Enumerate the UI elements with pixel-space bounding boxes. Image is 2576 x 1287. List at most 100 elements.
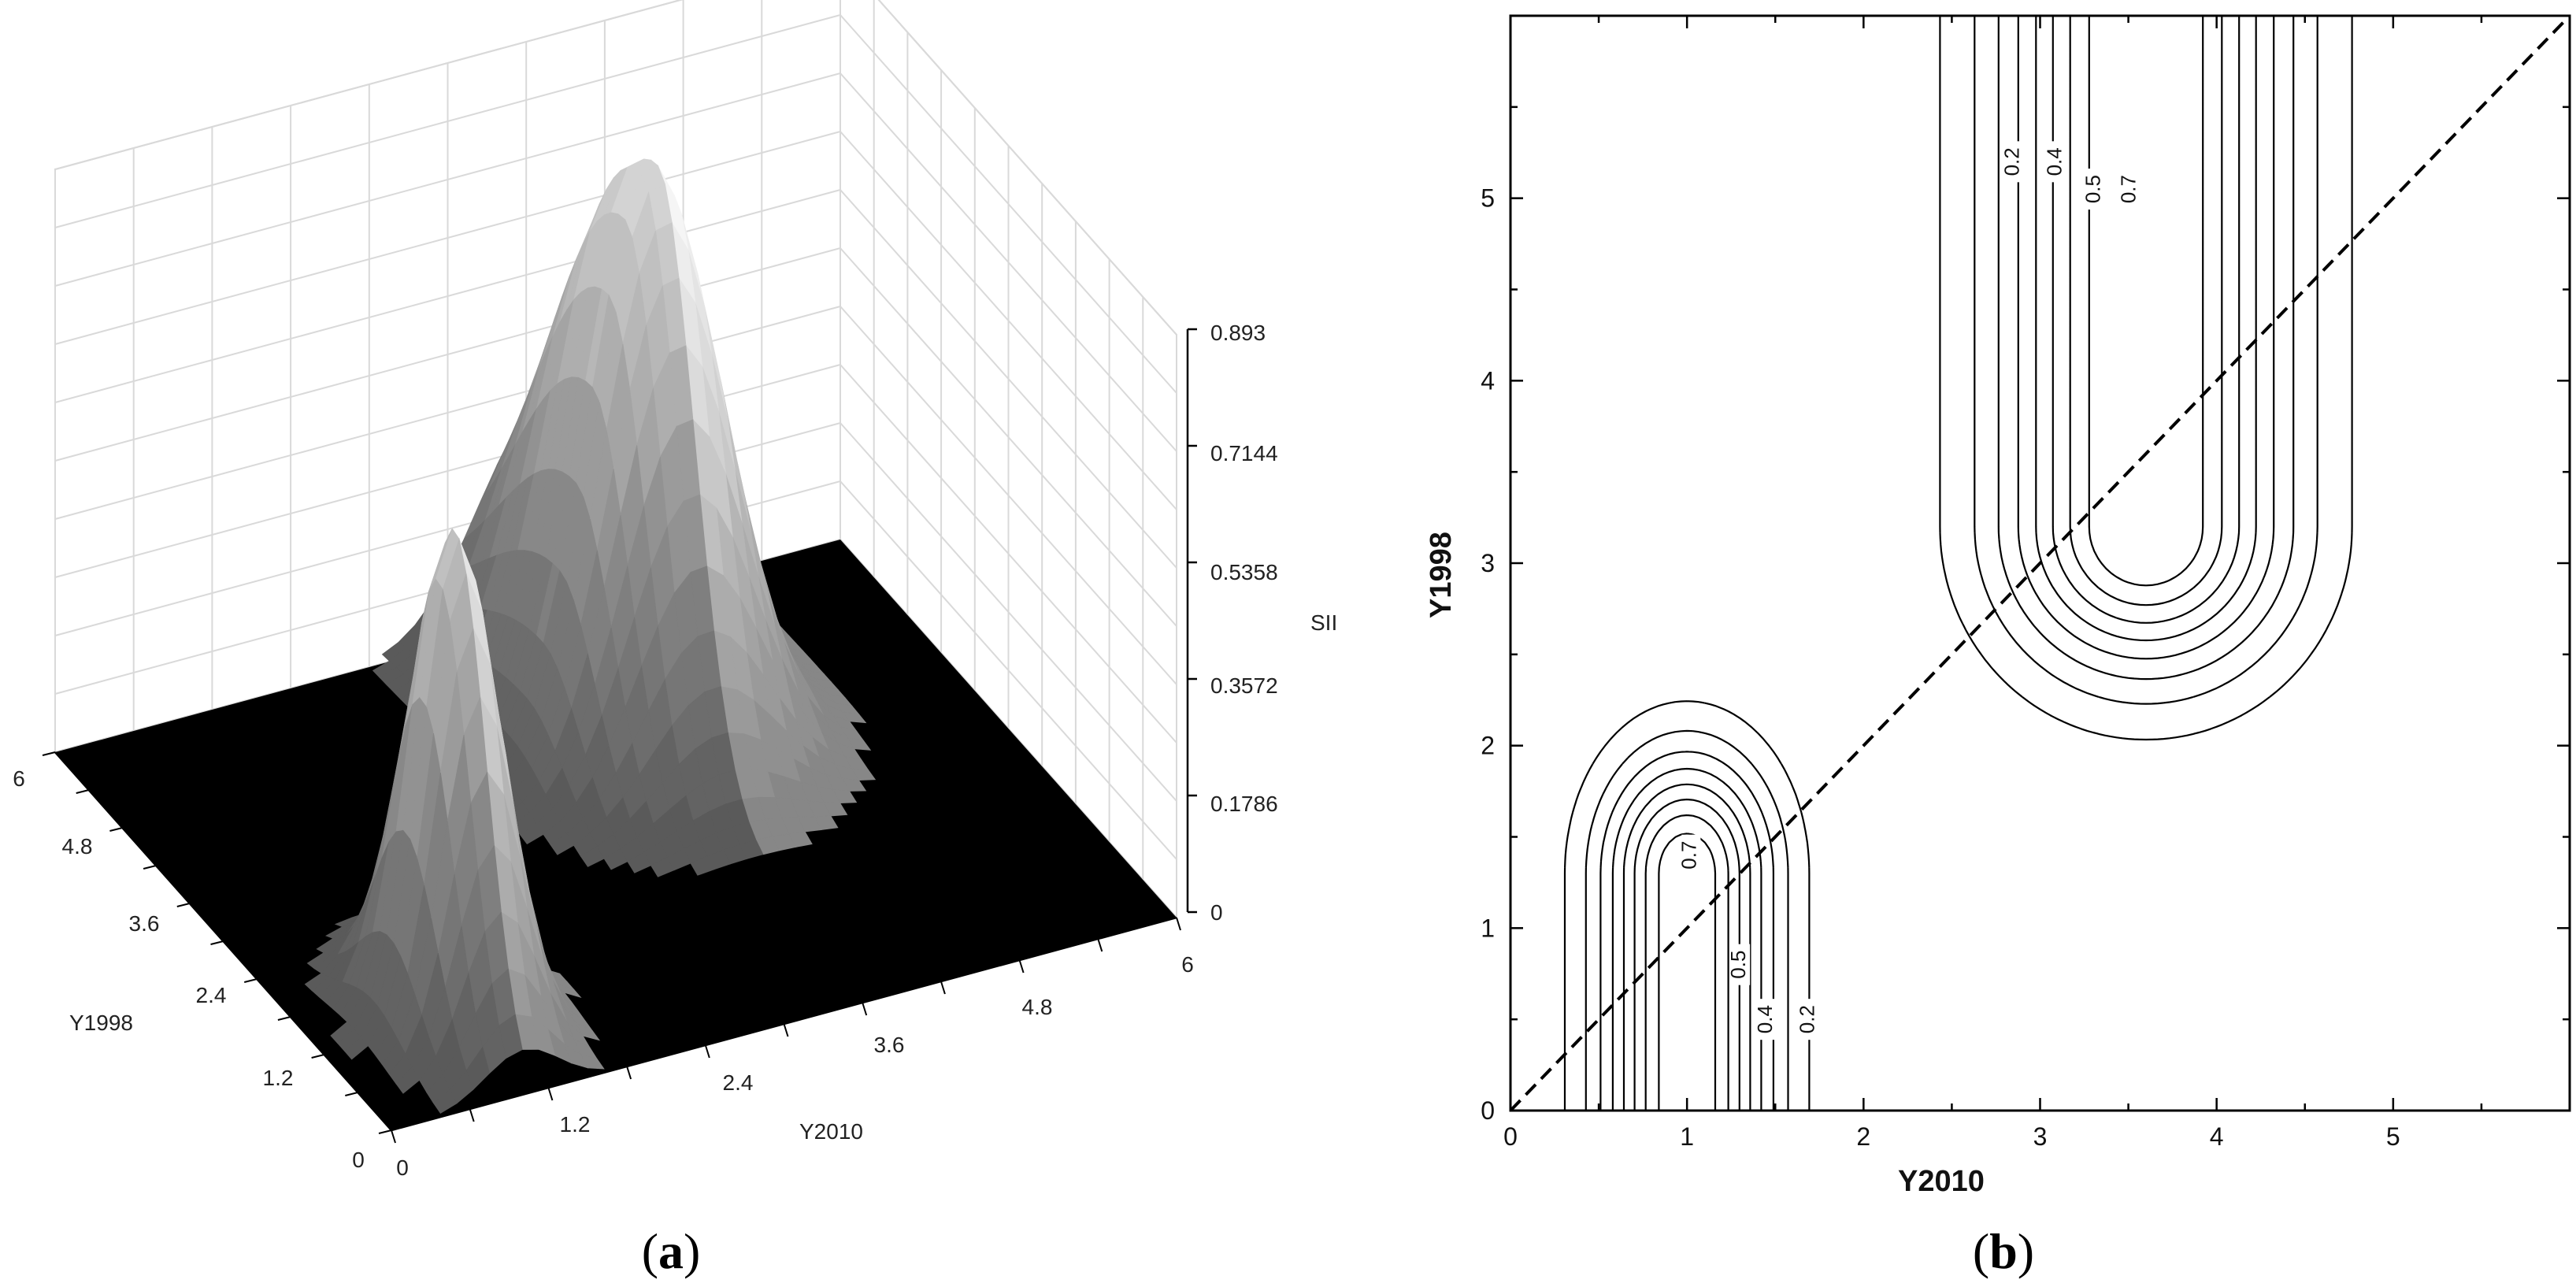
y-tick-label: 4.8	[62, 834, 93, 859]
z-tick-label: 0.1786	[1210, 792, 1278, 816]
z-tick-label: 0	[1210, 900, 1223, 925]
y-ticks-a: 0 1.2 2.4 3.6 4.8 6	[13, 766, 365, 1172]
x-tick	[862, 1002, 868, 1016]
y-tick-label: 5	[1481, 184, 1495, 213]
contour-label-group: 0.5	[2081, 169, 2105, 210]
contour-line	[1633, 16, 2241, 1111]
surface-patch	[627, 851, 652, 873]
contour-lines	[1563, 16, 2353, 1111]
contour-label: 0.7	[1677, 841, 1700, 870]
wall-gridline	[840, 72, 1177, 452]
contour-label-bg	[1731, 944, 1751, 985]
x-tick-label: 3.6	[874, 1033, 905, 1057]
x-tick-label: 2	[1856, 1122, 1870, 1151]
y-tick-label: 0	[1481, 1096, 1495, 1125]
y-tick	[176, 903, 191, 907]
x-tick-label: 3	[2033, 1122, 2048, 1151]
y-tick-label: 1.2	[263, 1066, 294, 1090]
surface-patch	[519, 823, 544, 845]
panel-label-b: (b)	[1973, 1223, 2034, 1279]
back-wall-right	[840, 0, 1177, 920]
wall-gridline	[877, 0, 1177, 336]
contour-label: 0.2	[1796, 1005, 1819, 1033]
surface-plot-a: Y2010 Y1998 SII 0 1.2 2.4 3.6 4.8 6 0 1.…	[13, 0, 1337, 1279]
x-tick	[1018, 959, 1025, 974]
y-tick	[311, 1054, 324, 1059]
wall-gridline	[54, 189, 841, 403]
y-tick	[210, 940, 224, 945]
y-tick-label: 3.6	[129, 911, 160, 936]
contour-line	[1658, 16, 2204, 1111]
wall-gridline	[840, 422, 1177, 802]
contour-label: 0.5	[2081, 175, 2105, 203]
contour-label-bg	[2047, 141, 2066, 183]
y-tick-label: 4	[1481, 366, 1495, 395]
surface-patch	[344, 1037, 369, 1060]
y-tick	[143, 865, 157, 870]
axes-a	[42, 328, 1197, 1144]
x-tick-label: 4	[2210, 1122, 2224, 1151]
z-tick-label: 0.5358	[1210, 560, 1278, 584]
z-tick-label: 0.7144	[1210, 441, 1278, 465]
y-tick-label: 6	[13, 766, 25, 791]
contour-label-bg	[1799, 999, 1819, 1040]
contour-line	[1644, 16, 2223, 1111]
x-tick	[469, 1108, 475, 1122]
contour-label-group: 0.4	[2042, 141, 2066, 183]
reference-line	[1509, 14, 2571, 1112]
contour-label: 0.7	[2117, 175, 2140, 203]
panel-label-a: (a)	[642, 1223, 701, 1279]
z-ticks-a: 0 0.1786 0.3572 0.5358 0.7144 0.893	[1210, 321, 1278, 925]
surface-patch	[690, 855, 715, 876]
surface-patch	[603, 848, 628, 870]
y-tick-label: 3	[1481, 549, 1495, 577]
ticks-b: 0 1 2 3 4 5 0 1 2 3 4 5	[1481, 14, 2571, 1151]
contour-label-bg	[1757, 999, 1777, 1040]
contour-label: 0.5	[1726, 951, 1750, 979]
y-tick-label: 2.4	[196, 983, 227, 1007]
x-tick-label: 0	[396, 1155, 409, 1180]
x-tick-label: 0	[1503, 1122, 1518, 1151]
surface-patch	[432, 1089, 458, 1114]
wall-gridline	[840, 14, 1177, 394]
contour-line	[1563, 16, 2353, 1111]
wall-gridline	[840, 364, 1177, 744]
contour-label-group: 0.2	[1796, 999, 1819, 1040]
wall-gridline	[54, 14, 841, 228]
x-tick	[1097, 938, 1103, 952]
wall-gridline	[54, 72, 841, 287]
y-tick	[243, 978, 258, 983]
y-tick	[42, 751, 56, 756]
wall-gridline	[840, 480, 1177, 860]
y-tick	[277, 1016, 291, 1021]
x-tick	[547, 1087, 554, 1101]
x-tick-label: 4.8	[1022, 995, 1053, 1019]
x-tick-label: 1.2	[560, 1112, 591, 1137]
contour-line	[1622, 16, 2257, 1111]
contour-label-bg	[2121, 169, 2140, 210]
surface-patch	[580, 846, 605, 867]
x-tick	[1176, 917, 1181, 931]
surface-mesh	[55, 158, 1177, 1130]
x-tick	[391, 1129, 396, 1144]
y-axis-label-a: Y1998	[69, 1011, 133, 1035]
x-tick-label: 5	[2386, 1122, 2400, 1151]
y-tick-label: 1	[1481, 914, 1495, 942]
x-tick-label: 2.4	[723, 1070, 754, 1095]
y-tick	[345, 1092, 358, 1096]
x-tick-label: 6	[1181, 952, 1194, 977]
x-tick	[783, 1023, 789, 1037]
y-axis-label-b: Y1998	[1425, 532, 1458, 618]
z-tick-label: 0.893	[1210, 321, 1266, 345]
contour-label: 0.4	[1753, 1005, 1777, 1033]
x-ticks-a: 0 1.2 2.4 3.6 4.8 6	[396, 952, 1194, 1180]
wall-gridline	[54, 131, 841, 345]
y-tick	[378, 1129, 392, 1134]
x-axis-label-b: Y2010	[1898, 1165, 1985, 1198]
surface-patch	[395, 1066, 421, 1094]
contour-labels: 0.2 0.4 0.5 0.7 0.7 0.5 0.4 0.2	[1677, 141, 2140, 1040]
contour-label-group: 0.2	[2000, 141, 2024, 183]
contour-label: 0.4	[2042, 147, 2066, 176]
contour-label-group: 0.5	[1726, 944, 1751, 985]
